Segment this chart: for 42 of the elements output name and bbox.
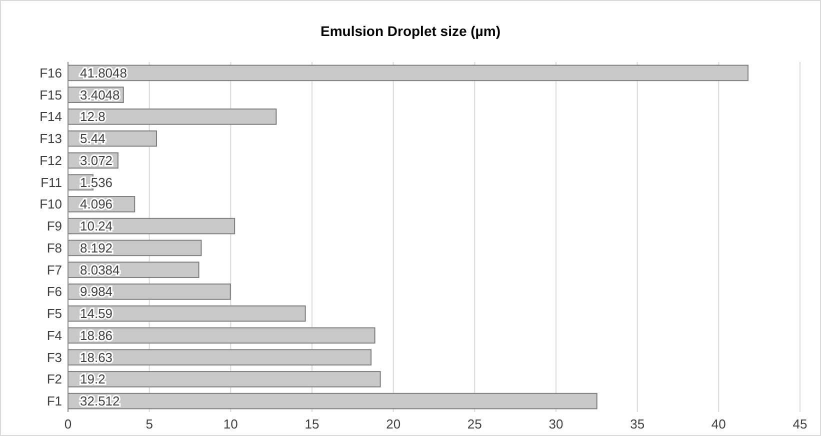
x-tick-label: 40: [711, 416, 726, 432]
y-tick-label: F9: [46, 218, 62, 234]
y-tick-label: F4: [46, 328, 62, 343]
data-label: 8.192: [80, 240, 113, 256]
data-label: 18.86: [80, 328, 113, 343]
data-label: 18.63: [80, 350, 113, 365]
y-tick-label: F5: [46, 306, 62, 322]
y-tick-label: F8: [46, 240, 62, 256]
y-tick-label: F15: [40, 87, 62, 102]
y-tick-label: F10: [40, 196, 62, 212]
data-label: 8.0384: [80, 262, 120, 278]
y-tick-label: F6: [46, 284, 62, 300]
y-tick-label: F16: [40, 65, 62, 80]
x-tick-label: 20: [386, 416, 401, 432]
x-tick-label: 35: [630, 416, 645, 432]
data-label: 19.2: [80, 372, 106, 387]
y-tick-label: F2: [46, 372, 62, 387]
data-label: 14.59: [80, 306, 113, 322]
y-tick-label: F14: [40, 109, 62, 124]
data-label: 32.512: [80, 394, 120, 409]
chart-title: Emulsion Droplet size (µm): [320, 23, 500, 39]
x-tick-label: 30: [548, 416, 564, 432]
y-tick-label: F1: [46, 394, 62, 409]
data-label: 4.096: [80, 196, 113, 212]
y-tick-label: F7: [46, 262, 62, 278]
data-label: 10.24: [80, 218, 113, 234]
x-tick-label: 0: [64, 416, 72, 432]
x-tick-label: 15: [304, 416, 320, 432]
data-label: 41.8048: [80, 65, 127, 80]
y-tick-label: F11: [40, 174, 62, 190]
data-label: 5.44: [80, 131, 106, 146]
x-tick-label: 10: [223, 416, 238, 432]
data-label: 3.072: [80, 152, 113, 168]
x-tick-label: 45: [792, 416, 808, 432]
data-label: 12.8: [80, 109, 106, 124]
x-tick-label: 25: [467, 416, 482, 432]
y-tick-label: F13: [40, 131, 62, 146]
y-tick-label: F12: [40, 152, 62, 168]
data-label: 3.4048: [80, 87, 120, 102]
data-label: 9.984: [80, 284, 113, 300]
y-tick-label: F3: [46, 350, 62, 365]
x-tick-label: 5: [146, 416, 153, 432]
